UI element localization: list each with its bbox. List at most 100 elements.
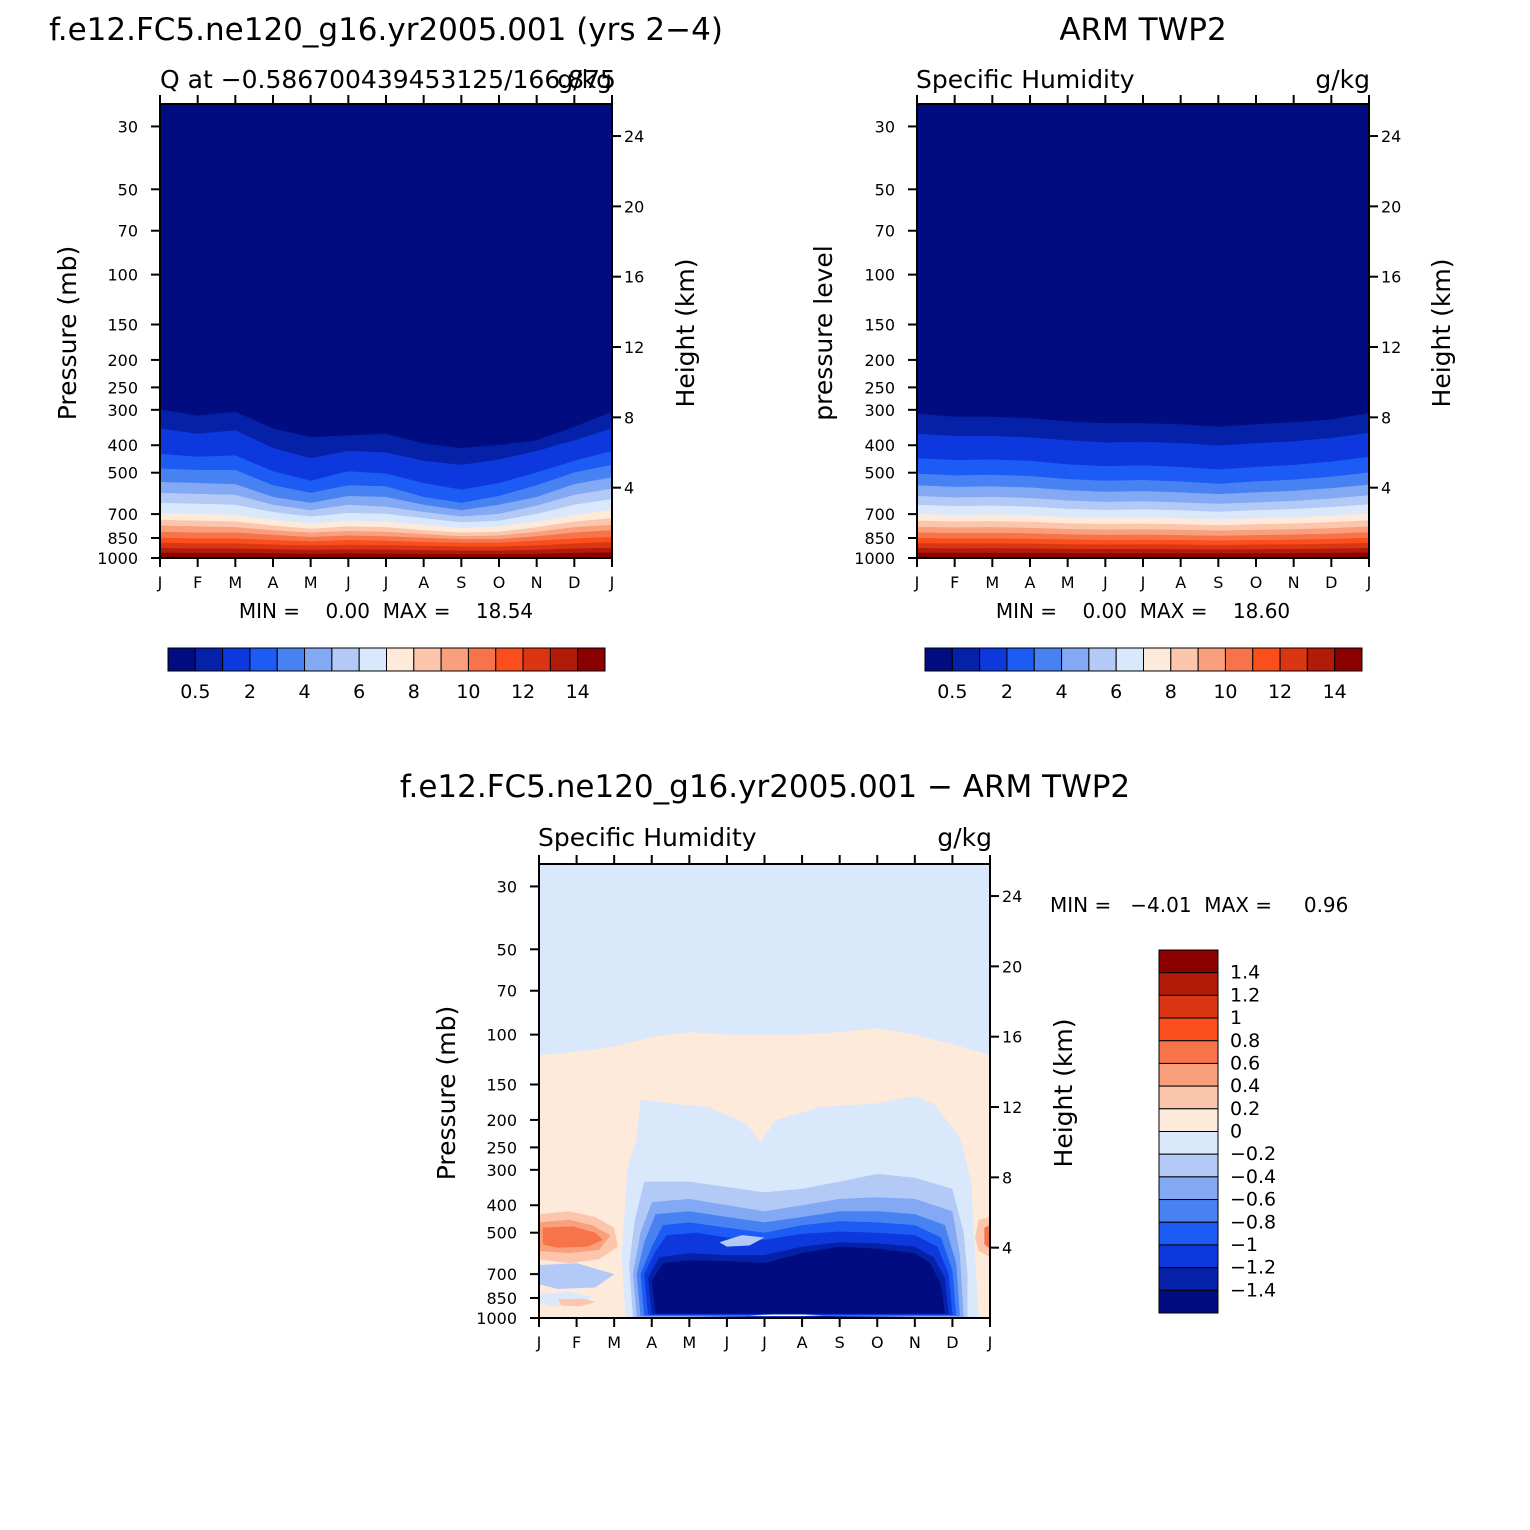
diff-colorbar-swatch bbox=[1158, 1267, 1219, 1291]
panel-diff-title: f.e12.FC5.ne120_g16.yr2005.001 − ARM TWP… bbox=[400, 769, 1130, 805]
model-ytick-label: 850 bbox=[107, 529, 138, 548]
diff-ytick-label: 150 bbox=[486, 1076, 517, 1095]
panel-model-title: f.e12.FC5.ne120_g16.yr2005.001 (yrs 2−4) bbox=[49, 12, 723, 48]
panel-model-ylabel-left: Pressure (mb) bbox=[53, 246, 82, 420]
model-colorbar-label: 6 bbox=[353, 681, 365, 703]
diff-ytick-label: 200 bbox=[486, 1111, 517, 1130]
obs-xtick-label: F bbox=[950, 573, 959, 592]
diff-xtick-label: F bbox=[572, 1333, 581, 1352]
diff-xtick-label: A bbox=[646, 1333, 657, 1352]
obs-colorbar-swatch bbox=[1006, 647, 1035, 672]
diff-xtick-label: M bbox=[607, 1333, 621, 1352]
panel-model-subtitle-right: g/kg bbox=[557, 65, 612, 94]
diff-negative-band bbox=[719, 1235, 765, 1247]
obs-xtick-label: N bbox=[1288, 573, 1300, 592]
diff-xtick-label: M bbox=[682, 1333, 696, 1352]
diff-xtick-label: N bbox=[909, 1333, 921, 1352]
model-xtick-label: A bbox=[268, 573, 279, 592]
obs-ytick-label: 300 bbox=[864, 401, 895, 420]
panel-obs-plot: J F M A M J J A S O N D J 30 50 70 100 150 200 250 300 400 500… bbox=[854, 95, 1401, 592]
obs-xtick-label: O bbox=[1250, 573, 1263, 592]
diff-colorbar-swatch bbox=[1158, 994, 1219, 1019]
diff-colorbar-swatch bbox=[1158, 972, 1219, 996]
model-colorbar-swatch bbox=[386, 647, 415, 672]
diff-colorbar-swatch bbox=[1158, 1108, 1219, 1132]
diff-ytick-label: 400 bbox=[486, 1196, 517, 1215]
model-contour-band bbox=[159, 552, 613, 559]
panel-obs-ylabel-right: Height (km) bbox=[1427, 259, 1456, 408]
panel-model-plot: J F M A M J J A S O N D J 30 50 70 100 150 200 250 300 400 500… bbox=[97, 95, 644, 592]
diff-xtick-label: A bbox=[797, 1333, 808, 1352]
diff-ytick-label: 700 bbox=[486, 1265, 517, 1284]
diff-colorbar-label: 0.2 bbox=[1230, 1098, 1260, 1120]
obs-colorbar-label: 0.5 bbox=[937, 681, 967, 703]
obs-colorbar-label: 4 bbox=[1056, 681, 1068, 703]
obs-ytick-label: 850 bbox=[864, 529, 895, 548]
model-colorbar-swatch bbox=[222, 647, 251, 672]
diff-ytick-label: 70 bbox=[497, 982, 517, 1001]
model-colorbar-label: 10 bbox=[456, 681, 480, 703]
diff-colorbar-swatch bbox=[1158, 1040, 1219, 1064]
obs-xtick-label: S bbox=[1213, 573, 1223, 592]
diff-xtick-label: S bbox=[835, 1333, 845, 1352]
obs-colorbar-label: 2 bbox=[1001, 681, 1013, 703]
obs-ytick-label: 500 bbox=[864, 464, 895, 483]
obs-colorbar-swatch bbox=[1279, 647, 1308, 672]
obs-xtick-label: J bbox=[914, 573, 920, 592]
diff-colorbar-swatch bbox=[1158, 1131, 1219, 1155]
obs-colorbar-label: 10 bbox=[1213, 681, 1237, 703]
panel-diff-ylabel-left: Pressure (mb) bbox=[432, 1006, 461, 1180]
diff-ytick-label: 500 bbox=[486, 1224, 517, 1243]
diff-rtick-label: 4 bbox=[1002, 1239, 1012, 1258]
model-xtick-label: J bbox=[345, 573, 351, 592]
diff-colorbar-label: −1.4 bbox=[1230, 1279, 1276, 1301]
obs-colorbar-swatch bbox=[1197, 647, 1226, 672]
diff-xtick-label: J bbox=[761, 1333, 767, 1352]
diff-colorbar-label: 0.4 bbox=[1230, 1075, 1260, 1097]
obs-ytick-label: 70 bbox=[875, 222, 895, 241]
model-rtick-label: 4 bbox=[624, 479, 634, 498]
diff-ytick-label: 300 bbox=[486, 1161, 517, 1180]
diff-colorbar-swatch bbox=[1158, 1017, 1219, 1042]
model-ytick-label: 250 bbox=[107, 378, 138, 397]
diff-rtick-label: 8 bbox=[1002, 1168, 1012, 1187]
diff-colorbar-label: 1.2 bbox=[1230, 984, 1260, 1006]
model-rtick-label: 20 bbox=[624, 197, 644, 216]
model-colorbar-swatch bbox=[249, 647, 278, 672]
diff-xtick-label: J bbox=[987, 1333, 993, 1352]
diff-colorbar-label: −1 bbox=[1230, 1234, 1258, 1256]
obs-colorbar-swatch bbox=[1115, 647, 1144, 672]
model-colorbar-label: 8 bbox=[408, 681, 420, 703]
diff-colorbar-swatch bbox=[1158, 1062, 1219, 1087]
obs-ytick-label: 30 bbox=[875, 117, 895, 136]
diff-ytick-label: 1000 bbox=[476, 1309, 517, 1328]
model-xtick-label: A bbox=[418, 573, 429, 592]
obs-colorbar-label: 14 bbox=[1323, 681, 1347, 703]
obs-ytick-label: 100 bbox=[864, 266, 895, 285]
panel-diff-stats: MIN = −4.01 MAX = 0.96 bbox=[1050, 893, 1348, 917]
diff-xtick-label: J bbox=[536, 1333, 542, 1352]
model-colorbar-swatch bbox=[549, 647, 579, 672]
obs-ytick-label: 150 bbox=[864, 316, 895, 335]
obs-rtick-label: 8 bbox=[1381, 408, 1391, 427]
panel-diff-colorbar: 1.41.210.80.60.40.20−0.2−0.4−0.6−0.8−1−1… bbox=[1158, 949, 1276, 1314]
diff-ytick-label: 850 bbox=[486, 1289, 517, 1308]
panel-model: f.e12.FC5.ne120_g16.yr2005.001 (yrs 2−4)… bbox=[49, 12, 723, 703]
obs-xtick-label: M bbox=[985, 573, 999, 592]
model-ytick-label: 400 bbox=[107, 436, 138, 455]
obs-colorbar-swatch bbox=[979, 647, 1008, 672]
panel-obs-subtitle-right: g/kg bbox=[1315, 65, 1370, 94]
panel-diff-ylabel-right: Height (km) bbox=[1049, 1019, 1078, 1168]
panel-obs-ylabel-left: pressure level bbox=[809, 245, 838, 420]
diff-colorbar-swatch bbox=[1158, 1153, 1219, 1178]
model-ytick-label: 150 bbox=[107, 316, 138, 335]
panel-model-ylabel-right: Height (km) bbox=[671, 259, 700, 408]
diff-colorbar-label: −0.2 bbox=[1230, 1143, 1276, 1165]
panel-diff: f.e12.FC5.ne120_g16.yr2005.001 − ARM TWP… bbox=[400, 769, 1349, 1352]
model-xtick-label: D bbox=[568, 573, 580, 592]
obs-ytick-label: 50 bbox=[875, 180, 895, 199]
model-colorbar-swatch bbox=[495, 647, 524, 672]
model-colorbar-swatch bbox=[331, 647, 360, 672]
diff-colorbar-swatch bbox=[1158, 1199, 1219, 1223]
